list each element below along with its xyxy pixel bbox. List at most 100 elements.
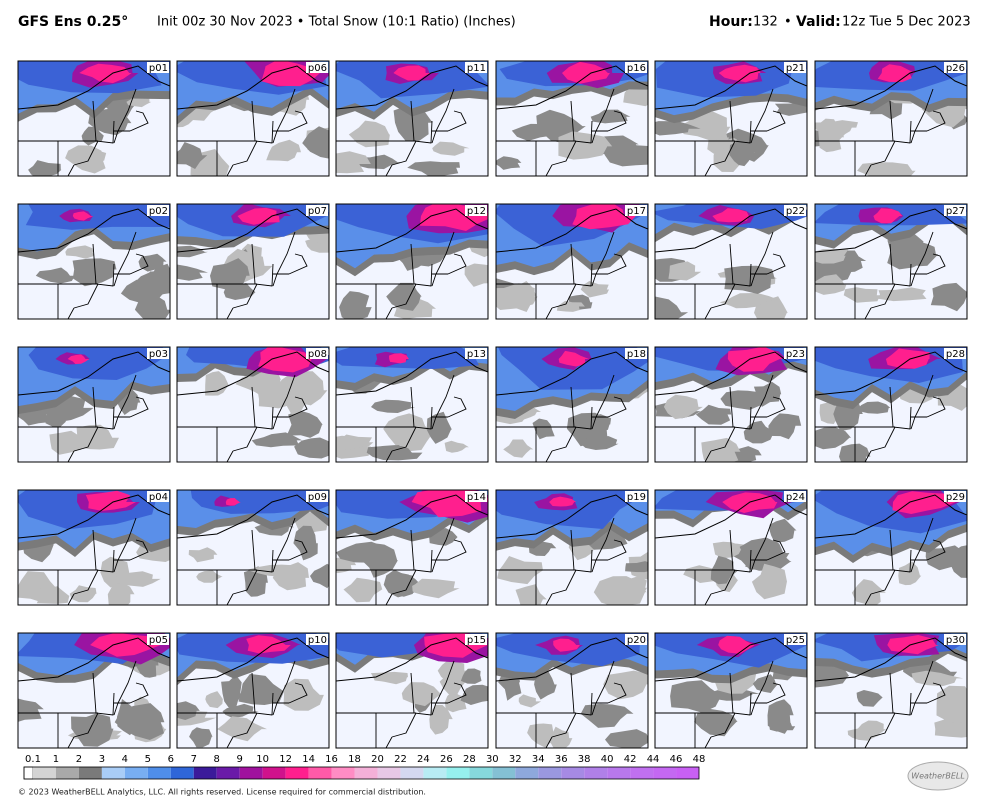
gray-area [603, 670, 648, 700]
border [815, 637, 967, 682]
panel-label-bg [147, 205, 169, 216]
legend-tick-label: 6 [168, 754, 174, 765]
gray-area [366, 444, 423, 461]
gray-area [88, 107, 132, 136]
gray-area [712, 541, 742, 559]
gray-area [272, 562, 309, 591]
panel-label: p01 [149, 63, 168, 74]
legend-swatch [101, 767, 125, 779]
panel-label-bg [784, 62, 806, 73]
state-lines [18, 660, 149, 748]
pink-blob [562, 61, 610, 84]
panel-label: p19 [627, 492, 646, 503]
state-lines [18, 88, 149, 176]
gray-area [527, 723, 554, 748]
panel-label-bg [465, 205, 487, 216]
legend-tick-label: 30 [486, 754, 499, 765]
panel-label: p16 [627, 63, 646, 74]
logo: WeatherBELL [911, 772, 965, 781]
gray-area [177, 142, 208, 169]
gray-area [751, 563, 787, 600]
gray-area [464, 263, 488, 287]
gray-area [668, 261, 702, 281]
panel-frame [814, 489, 968, 606]
legend-swatch [354, 767, 378, 779]
map-panel [18, 204, 170, 319]
gray-area [444, 690, 467, 713]
panel-label: p06 [308, 63, 327, 74]
panel-label-bg [625, 205, 647, 216]
border [177, 494, 329, 539]
border [815, 351, 967, 396]
panel-frame [495, 203, 649, 320]
map-panel [655, 633, 807, 748]
panel-label-bg [306, 205, 328, 216]
map-panel [815, 347, 967, 462]
gray-area [815, 666, 850, 688]
border [496, 494, 648, 539]
panel-label: p18 [627, 349, 646, 360]
gray-area [293, 525, 318, 561]
map-panel [336, 490, 488, 605]
panel-frame [176, 346, 330, 463]
gray-area [724, 265, 775, 294]
map-panel [177, 204, 329, 319]
gray-area [815, 274, 847, 295]
valid-label: Valid: [796, 14, 841, 30]
gray-area [432, 141, 470, 156]
panel-label-bg [944, 348, 966, 359]
legend-swatch [561, 767, 585, 779]
border [496, 65, 648, 110]
legend-tick-label: 8 [214, 754, 220, 765]
legend-tick-label: 42 [624, 754, 637, 765]
legend-swatch [239, 767, 263, 779]
legend-swatch [584, 767, 608, 779]
state-lines [336, 231, 467, 319]
panel-label-bg [625, 634, 647, 645]
gray-area [361, 543, 398, 578]
border [18, 208, 170, 253]
state-lines [336, 88, 467, 176]
gray-area [857, 162, 916, 176]
map-panel [18, 347, 170, 462]
panel-label-bg [306, 348, 328, 359]
pink-blob [246, 635, 291, 654]
panel-label-bg [625, 348, 647, 359]
state-lines [177, 88, 308, 176]
pink-blob [718, 635, 755, 654]
pink-blob [237, 207, 280, 225]
gray-area [205, 691, 223, 709]
panel-label: p11 [467, 63, 486, 74]
pink-blob [261, 61, 328, 87]
gray-area [444, 440, 469, 453]
border [655, 494, 807, 539]
state-lines [496, 517, 627, 605]
legend-tick-label: 36 [555, 754, 568, 765]
legend-swatch [262, 767, 286, 779]
legend-tick-label: 22 [394, 754, 407, 765]
legend-tick-label: 46 [670, 754, 683, 765]
state-lines [336, 374, 467, 462]
gray-area [532, 418, 555, 440]
gray-area [752, 674, 779, 693]
gray-area [857, 720, 887, 737]
legend-swatch [630, 767, 654, 779]
panel-label-bg [147, 62, 169, 73]
state-lines [496, 660, 627, 748]
gray-area [286, 410, 323, 438]
gray-area [205, 371, 229, 396]
panel-label: p30 [946, 635, 965, 646]
panel-frame [814, 203, 968, 320]
panel-frame [335, 489, 489, 606]
gray-area [310, 563, 329, 589]
panel-frame [495, 60, 649, 177]
gray-area [177, 245, 208, 258]
panel-frame [176, 489, 330, 606]
gray-area [817, 118, 845, 153]
pink-blob [572, 204, 636, 230]
panel-label: p28 [946, 349, 965, 360]
panel-frame [495, 346, 649, 463]
gray-area [851, 579, 886, 605]
gray-area [251, 432, 303, 448]
map-panel [336, 633, 488, 748]
